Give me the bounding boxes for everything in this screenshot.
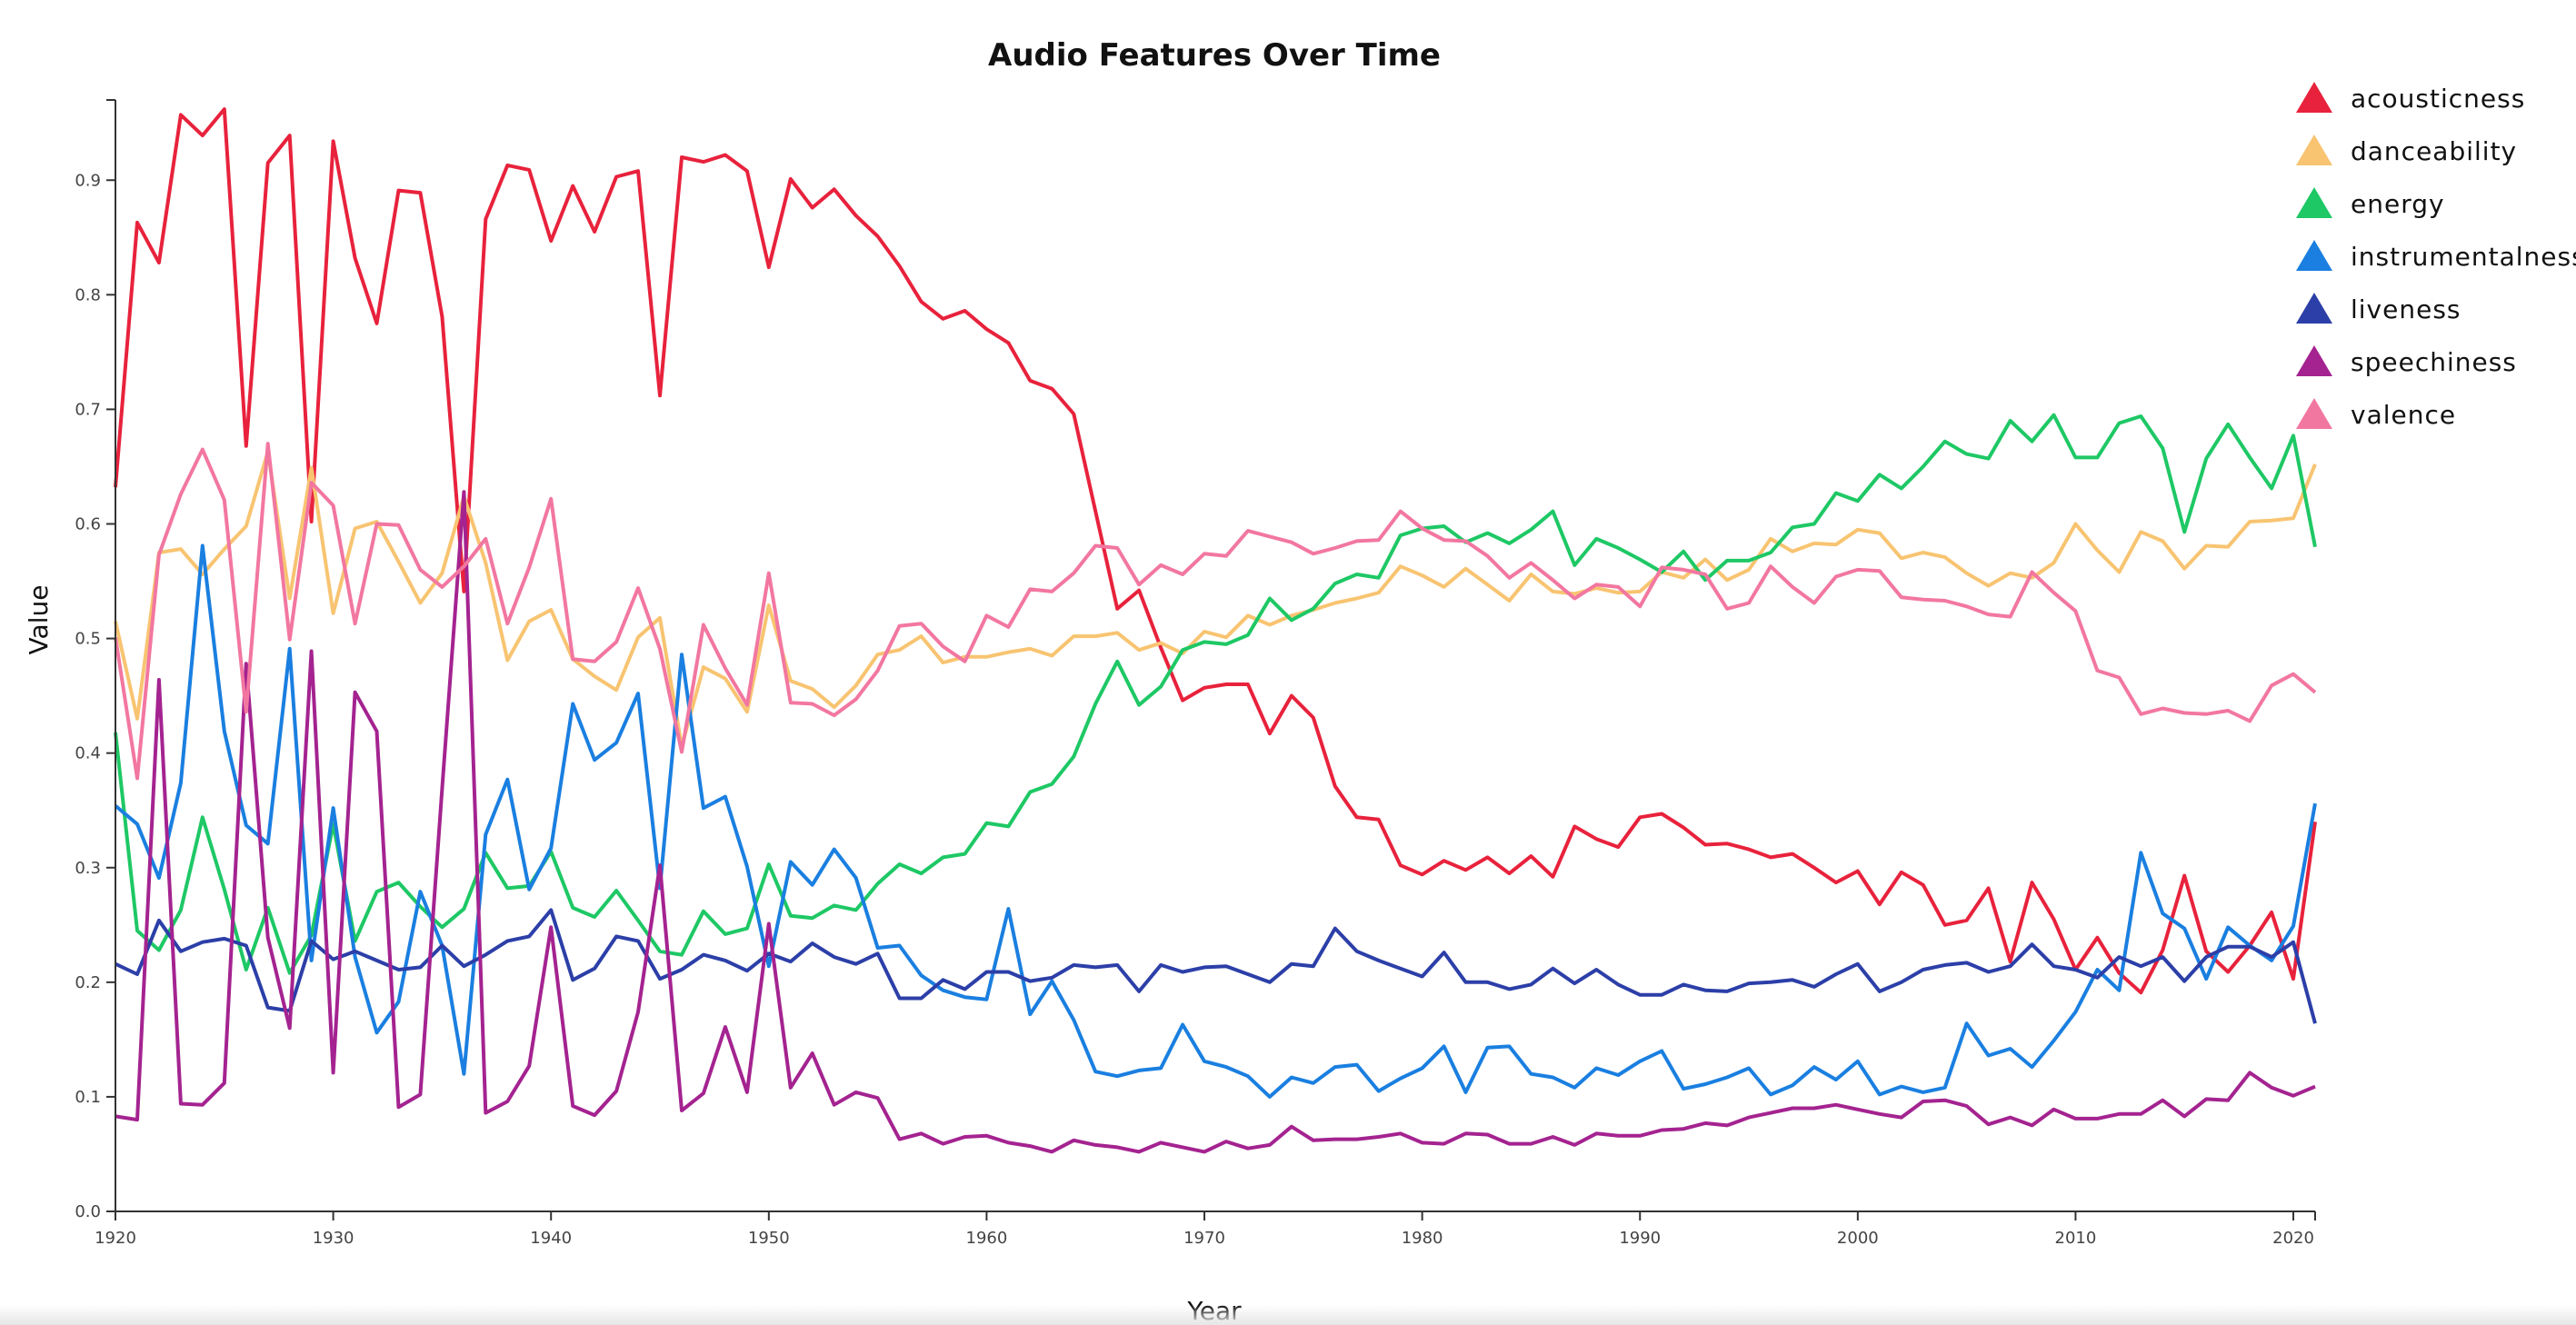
chart-title: Audio Features Over Time bbox=[988, 37, 1441, 74]
y-tick-label: 0.0 bbox=[75, 1202, 101, 1221]
legend-label: speechiness bbox=[2351, 347, 2517, 377]
x-tick-label: 2010 bbox=[2055, 1229, 2097, 1248]
legend-triangle-marker bbox=[2296, 293, 2332, 324]
legend-item-acousticness: acousticness bbox=[2296, 82, 2525, 114]
series-line-valence bbox=[114, 442, 2317, 781]
legend-triangle-marker bbox=[2296, 240, 2332, 271]
x-tick-label: 1990 bbox=[1619, 1229, 1661, 1248]
y-tick-label: 0.4 bbox=[75, 744, 101, 763]
x-tick-label: 1930 bbox=[313, 1229, 354, 1248]
legend-triangle-marker bbox=[2296, 187, 2332, 218]
x-tick-label: 1980 bbox=[1402, 1229, 1443, 1248]
series-line-liveness bbox=[115, 908, 2317, 1024]
legend-item-danceability: danceability bbox=[2296, 134, 2517, 166]
series-line-danceability bbox=[114, 450, 2317, 749]
y-tick-label: 0.2 bbox=[75, 973, 101, 992]
series-line-energy bbox=[114, 413, 2317, 975]
y-axis-label: Value bbox=[24, 585, 54, 655]
x-tick-label: 1940 bbox=[530, 1229, 572, 1248]
legend-label: acousticness bbox=[2351, 84, 2525, 114]
series-line-speechiness bbox=[115, 490, 2316, 1154]
legend: acousticness danceability energy instrument… bbox=[2296, 82, 2576, 430]
y-tick-label: 0.7 bbox=[75, 400, 101, 419]
series-lines bbox=[114, 107, 2317, 1154]
y-tick-label: 0.6 bbox=[75, 515, 101, 534]
legend-item-instrumentalness: instrumentalness bbox=[2296, 240, 2576, 272]
legend-triangle-marker bbox=[2296, 345, 2332, 376]
y-tick-label: 0.3 bbox=[75, 859, 101, 878]
legend-label: liveness bbox=[2351, 294, 2461, 324]
legend-label: danceability bbox=[2351, 136, 2517, 166]
x-axis: 1920 1930 1940 1950 1960 1970 1980 1990 2000 2010… bbox=[95, 1210, 2316, 1248]
legend-triangle-marker bbox=[2296, 134, 2332, 165]
legend-item-energy: energy bbox=[2296, 187, 2445, 219]
legend-label: valence bbox=[2351, 400, 2456, 430]
x-tick-label: 1970 bbox=[1183, 1229, 1225, 1248]
legend-item-speechiness: speechiness bbox=[2296, 345, 2517, 377]
x-tick-label: 2000 bbox=[1837, 1229, 1879, 1248]
legend-item-liveness: liveness bbox=[2296, 293, 2461, 324]
legend-triangle-marker bbox=[2296, 82, 2332, 113]
x-tick-label: 1920 bbox=[95, 1229, 136, 1248]
legend-label: energy bbox=[2351, 189, 2445, 219]
legend-item-valence: valence bbox=[2296, 398, 2456, 430]
y-tick-label: 0.5 bbox=[75, 630, 101, 649]
x-tick-label: 2020 bbox=[2272, 1229, 2314, 1248]
y-tick-label: 0.1 bbox=[75, 1088, 101, 1107]
series-line-acousticness bbox=[114, 107, 2317, 995]
series-line-instrumentalness bbox=[114, 543, 2317, 1099]
y-axis: 0.0 0.1 0.2 0.3 0.4 0.5 0.6 0.7 0.8 0.9 bbox=[75, 99, 116, 1221]
y-tick-label: 0.8 bbox=[75, 285, 101, 304]
x-tick-label: 1960 bbox=[966, 1229, 1008, 1248]
y-tick-label: 0.9 bbox=[75, 171, 101, 190]
legend-label: instrumentalness bbox=[2351, 242, 2576, 272]
legend-triangle-marker bbox=[2296, 398, 2332, 429]
x-tick-label: 1950 bbox=[748, 1229, 790, 1248]
window-bottom-edge bbox=[0, 1305, 2576, 1325]
